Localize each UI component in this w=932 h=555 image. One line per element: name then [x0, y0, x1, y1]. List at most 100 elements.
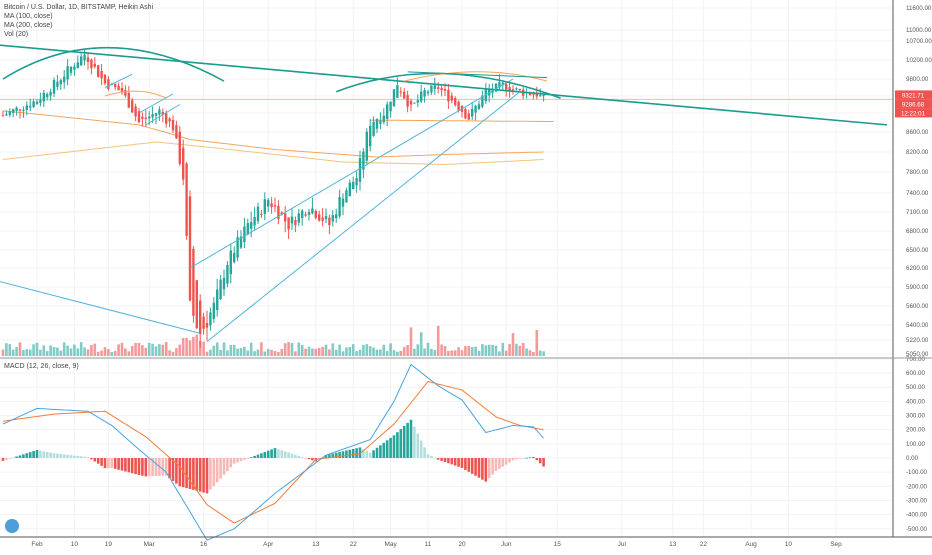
price-label: 9286.68: [902, 101, 925, 108]
candle: [182, 147, 185, 180]
vol-label: Vol (20): [4, 31, 29, 38]
candle: [80, 56, 83, 66]
macd-histogram-bar: [243, 458, 246, 460]
candle: [236, 237, 239, 258]
macd-histogram-bar: [113, 458, 117, 469]
macd-histogram-bar: [467, 458, 471, 472]
macd-histogram-bar: [362, 449, 365, 458]
candle: [175, 125, 178, 139]
macd-histogram-bar: [188, 458, 192, 489]
macd-histogram-bar: [521, 458, 525, 459]
volume-bar: [283, 343, 287, 356]
macd-histogram-bar: [324, 455, 328, 458]
candle: [471, 108, 474, 117]
pattern-line: [407, 71, 548, 79]
y-tick-label: 11600.00: [906, 5, 932, 12]
volume-bar: [181, 338, 185, 356]
macd-histogram-bar: [487, 458, 491, 479]
candle: [46, 94, 49, 98]
macd-histogram-bar: [178, 458, 182, 487]
volume-bar: [491, 344, 494, 356]
macd-histogram-bar: [93, 458, 97, 462]
candle: [141, 116, 144, 119]
volume-bar: [202, 341, 205, 356]
macd-histogram-bar: [134, 458, 137, 475]
candle: [505, 83, 508, 91]
macd-histogram-bar: [443, 458, 447, 463]
volume-bar: [35, 342, 39, 356]
volume-bar: [151, 343, 154, 356]
macd-tick-label: -500.00: [906, 526, 928, 533]
macd-histogram-bar: [416, 433, 420, 458]
macd-histogram-bar: [130, 458, 134, 474]
volume-bar: [175, 348, 178, 356]
macd-histogram-bar: [402, 425, 406, 458]
macd-histogram-bar: [287, 452, 290, 458]
volume-bar: [185, 337, 188, 356]
candle: [243, 226, 246, 243]
volume-bar: [382, 344, 386, 356]
macd-histogram-bar: [277, 449, 280, 458]
candle: [304, 214, 307, 216]
candle: [49, 91, 52, 96]
macd-histogram-bar: [379, 445, 382, 458]
x-tick-label: 11: [425, 541, 432, 548]
volume-bar: [195, 334, 199, 356]
volume-bar: [93, 343, 97, 356]
volume-bar: [22, 350, 25, 356]
macd-histogram-bar: [236, 458, 239, 463]
macd-tick-label: 200.00: [906, 427, 925, 434]
candle: [154, 113, 158, 116]
macd-histogram-bar: [59, 454, 63, 458]
macd-histogram-bar: [110, 458, 114, 468]
candle: [440, 88, 443, 91]
volume-bar: [73, 344, 76, 356]
volume-bar: [69, 348, 73, 356]
volume-bar: [477, 350, 481, 356]
chart-title: Bitcoin / U.S. Dollar, 1D, BITSTAMP, Hei…: [4, 4, 154, 11]
macd-histogram-bar: [470, 458, 474, 474]
ma100-label: MA (100, close): [4, 13, 53, 20]
macd-histogram-bar: [341, 451, 345, 458]
candle: [59, 80, 62, 85]
macd-histogram-bar: [5, 458, 8, 460]
macd-histogram-bar: [212, 458, 216, 486]
x-tick-label: Sep: [830, 541, 842, 548]
macd-histogram-bar: [96, 458, 100, 464]
macd-histogram-bar: [433, 457, 437, 459]
candle: [280, 212, 283, 215]
macd-histogram-bar: [273, 448, 277, 458]
candle: [437, 87, 440, 89]
x-tick-label: May: [384, 541, 397, 548]
drawings[interactable]: [0, 44, 888, 343]
y-tick-label: 5400.00: [906, 322, 929, 329]
volume-bar: [59, 350, 63, 356]
candle: [83, 54, 86, 61]
volume-bar: [18, 342, 22, 356]
macd-histogram-bar: [141, 458, 144, 476]
macd-histogram-bar: [253, 455, 256, 458]
candle: [515, 88, 518, 90]
macd-pane[interactable]: [1, 363, 545, 541]
candle: [8, 111, 11, 115]
volume-bar: [243, 346, 246, 356]
volume-bar: [171, 351, 175, 356]
volume-bar: [266, 348, 270, 356]
volume-bar: [385, 351, 389, 356]
macd-histogram-bar: [542, 458, 545, 467]
ma200-line: [2, 141, 544, 166]
candle: [195, 280, 198, 329]
volume-bar: [538, 350, 542, 356]
macd-histogram-bar: [1, 458, 5, 461]
candle: [270, 203, 273, 208]
x-tick-label: 22: [350, 541, 358, 548]
candle: [532, 93, 535, 95]
macd-histogram-bar: [334, 452, 338, 458]
macd-histogram-bar: [107, 458, 110, 469]
candles[interactable]: [1, 48, 545, 348]
macd-histogram-bar: [8, 458, 12, 459]
moving-averages: [0, 98, 893, 166]
y-tick-label: 7800.00: [906, 169, 929, 176]
